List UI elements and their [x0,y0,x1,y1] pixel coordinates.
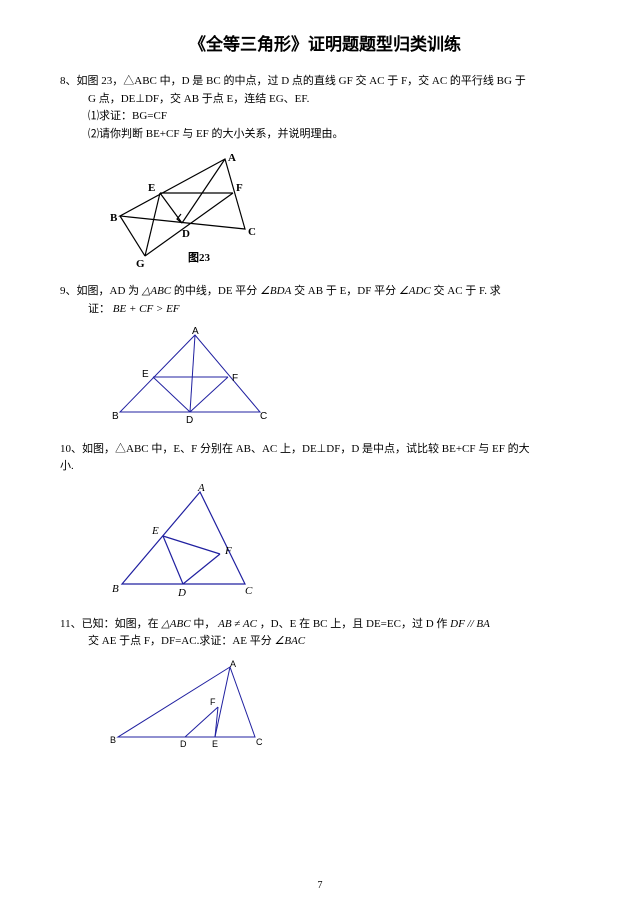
p9-l1b: 的中线，DE 平分 [174,285,257,297]
lbl-C: C [248,226,256,238]
p10-num: 10、 [60,443,82,455]
lbl9-C: C [260,411,267,422]
p11-num: 11、 [60,618,82,630]
lbl9-B: B [112,411,119,422]
lbl11-B: B [110,735,116,745]
lbl9-D: D [186,415,193,426]
lbl10-A: A [197,484,205,494]
p9-ang2: ∠ADC [399,285,431,297]
p11-l2a: 交 AE 于点 F，DF=AC.求证：AE 平分 [88,635,272,647]
figure-10: A B C D E F [110,484,590,602]
lbl-A: A [228,152,236,164]
lbl9-F: F [232,373,238,384]
problem-9: 9、如图，AD 为 △ABC 的中线，DE 平分 ∠BDA 交 AB 于 E，D… [60,283,590,318]
lbl9-E: E [142,369,149,380]
p9-tri: △ABC [142,285,171,297]
lbl-G: G [136,258,145,269]
figure-11: A B C D E F [110,659,590,751]
p11-par: DF // BA [450,618,490,630]
lbl11-F: F [210,697,216,707]
problem-10: 10、如图，△ABC 中，E、F 分别在 AB、AC 上，DE⊥DF，D 是中点… [60,441,590,476]
problem-8: 8、如图 23，△ABC 中，D 是 BC 的中点，过 D 点的直线 GF 交 … [60,73,590,143]
page-number: 7 [0,880,640,891]
p11-ang: ∠BAC [275,635,306,647]
p9-ang1: ∠BDA [260,285,291,297]
lbl10-F: F [224,545,232,557]
p8-part1: ⑴求证：BG=CF [60,108,590,126]
p9-num: 9、 [60,285,77,297]
lbl11-D: D [180,739,187,749]
lbl11-E: E [212,739,218,749]
p11-l1b: 中， [193,618,215,630]
lbl11-C: C [256,737,263,747]
p11-l1c: ，D、E 在 BC 上，且 DE=EC，过 D 作 [260,618,448,630]
lbl-B: B [110,212,118,224]
lbl10-C: C [245,585,253,597]
p10-l1: 如图，△ABC 中，E、F 分别在 AB、AC 上，DE⊥DF，D 是中点，试比… [82,443,530,455]
p10-l2: 小. [60,458,590,476]
p9-l1a: 如图，AD 为 [77,285,140,297]
lbl-F: F [236,182,243,194]
figure-23: A B C D E F G 图23 [110,151,590,269]
p8-part2: ⑵请你判断 BE+CF 与 EF 的大小关系，并说明理由。 [60,126,590,144]
page-title: 《全等三角形》证明题题型归类训练 [60,30,590,55]
lbl10-E: E [151,525,159,537]
lbl-D: D [182,228,190,240]
p9-l2a: 证： [88,303,110,315]
p11-tri: △ABC [161,618,190,630]
p9-l1c: 交 AB 于 E，DF 平分 [294,285,396,297]
p11-l1a: 已知：如图，在 [82,618,159,630]
lbl10-B: B [112,583,119,595]
fig23-caption: 图23 [188,251,210,264]
lbl11-A: A [230,659,236,669]
problem-11: 11、已知：如图，在 △ABC 中， AB ≠ AC ，D、E 在 BC 上，且… [60,616,590,651]
p8-l1: 如图 23，△ABC 中，D 是 BC 的中点，过 D 点的直线 GF 交 AC… [77,75,526,87]
lbl9-A: A [192,327,199,337]
p11-neq: AB ≠ AC [218,618,257,630]
p9-ineq: BE + CF > EF [113,303,180,315]
figure-9: A B C D E F [110,327,590,427]
p9-l1d: 交 AC 于 F. 求 [434,285,501,297]
lbl-E: E [148,182,155,194]
lbl10-D: D [177,587,186,599]
p8-l2: G 点，DE⊥DF，交 AB 于点 E，连结 EG、EF. [60,91,590,109]
p8-num: 8、 [60,75,77,87]
